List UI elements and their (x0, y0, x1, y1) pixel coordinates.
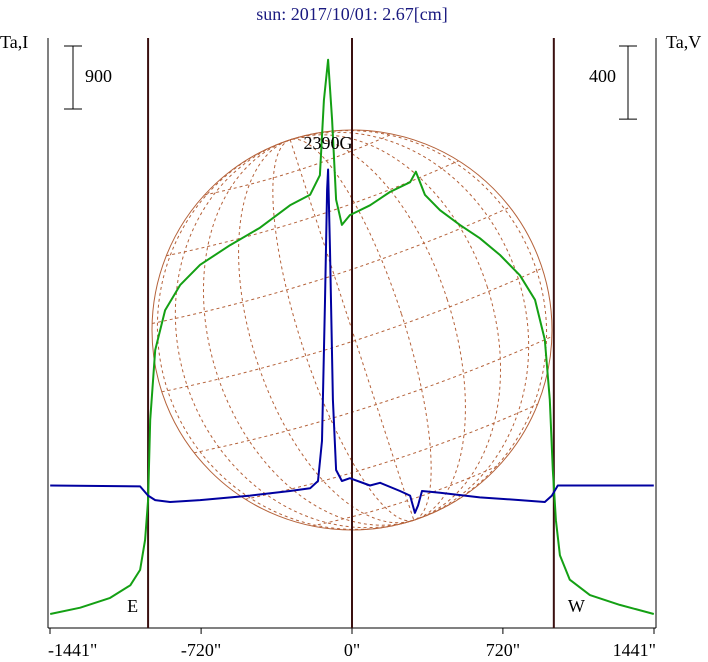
x-tick-label: -1441" (48, 640, 97, 660)
series-line (50, 168, 654, 514)
meridian (272, 138, 432, 522)
limb-label: E (127, 596, 138, 616)
series-line (49, 58, 655, 615)
limb-label: W (568, 596, 585, 616)
y2-axis-label: Ta,V (666, 32, 701, 52)
x-tick-label: -720" (181, 640, 221, 660)
annotation: 2390G (304, 133, 353, 153)
chart-title: sun: 2017/10/01: 2.67[cm] (256, 4, 448, 24)
x-tick-label: 0" (344, 640, 360, 660)
y-axis-label: Ta,I (0, 32, 28, 52)
meridian (174, 131, 530, 529)
x-tick-label: 1441" (613, 640, 656, 660)
x-tick-label: 720" (486, 640, 520, 660)
scale-bar-label: 400 (589, 66, 616, 86)
meridian (156, 130, 548, 530)
scale-bar-label: 900 (85, 66, 112, 86)
